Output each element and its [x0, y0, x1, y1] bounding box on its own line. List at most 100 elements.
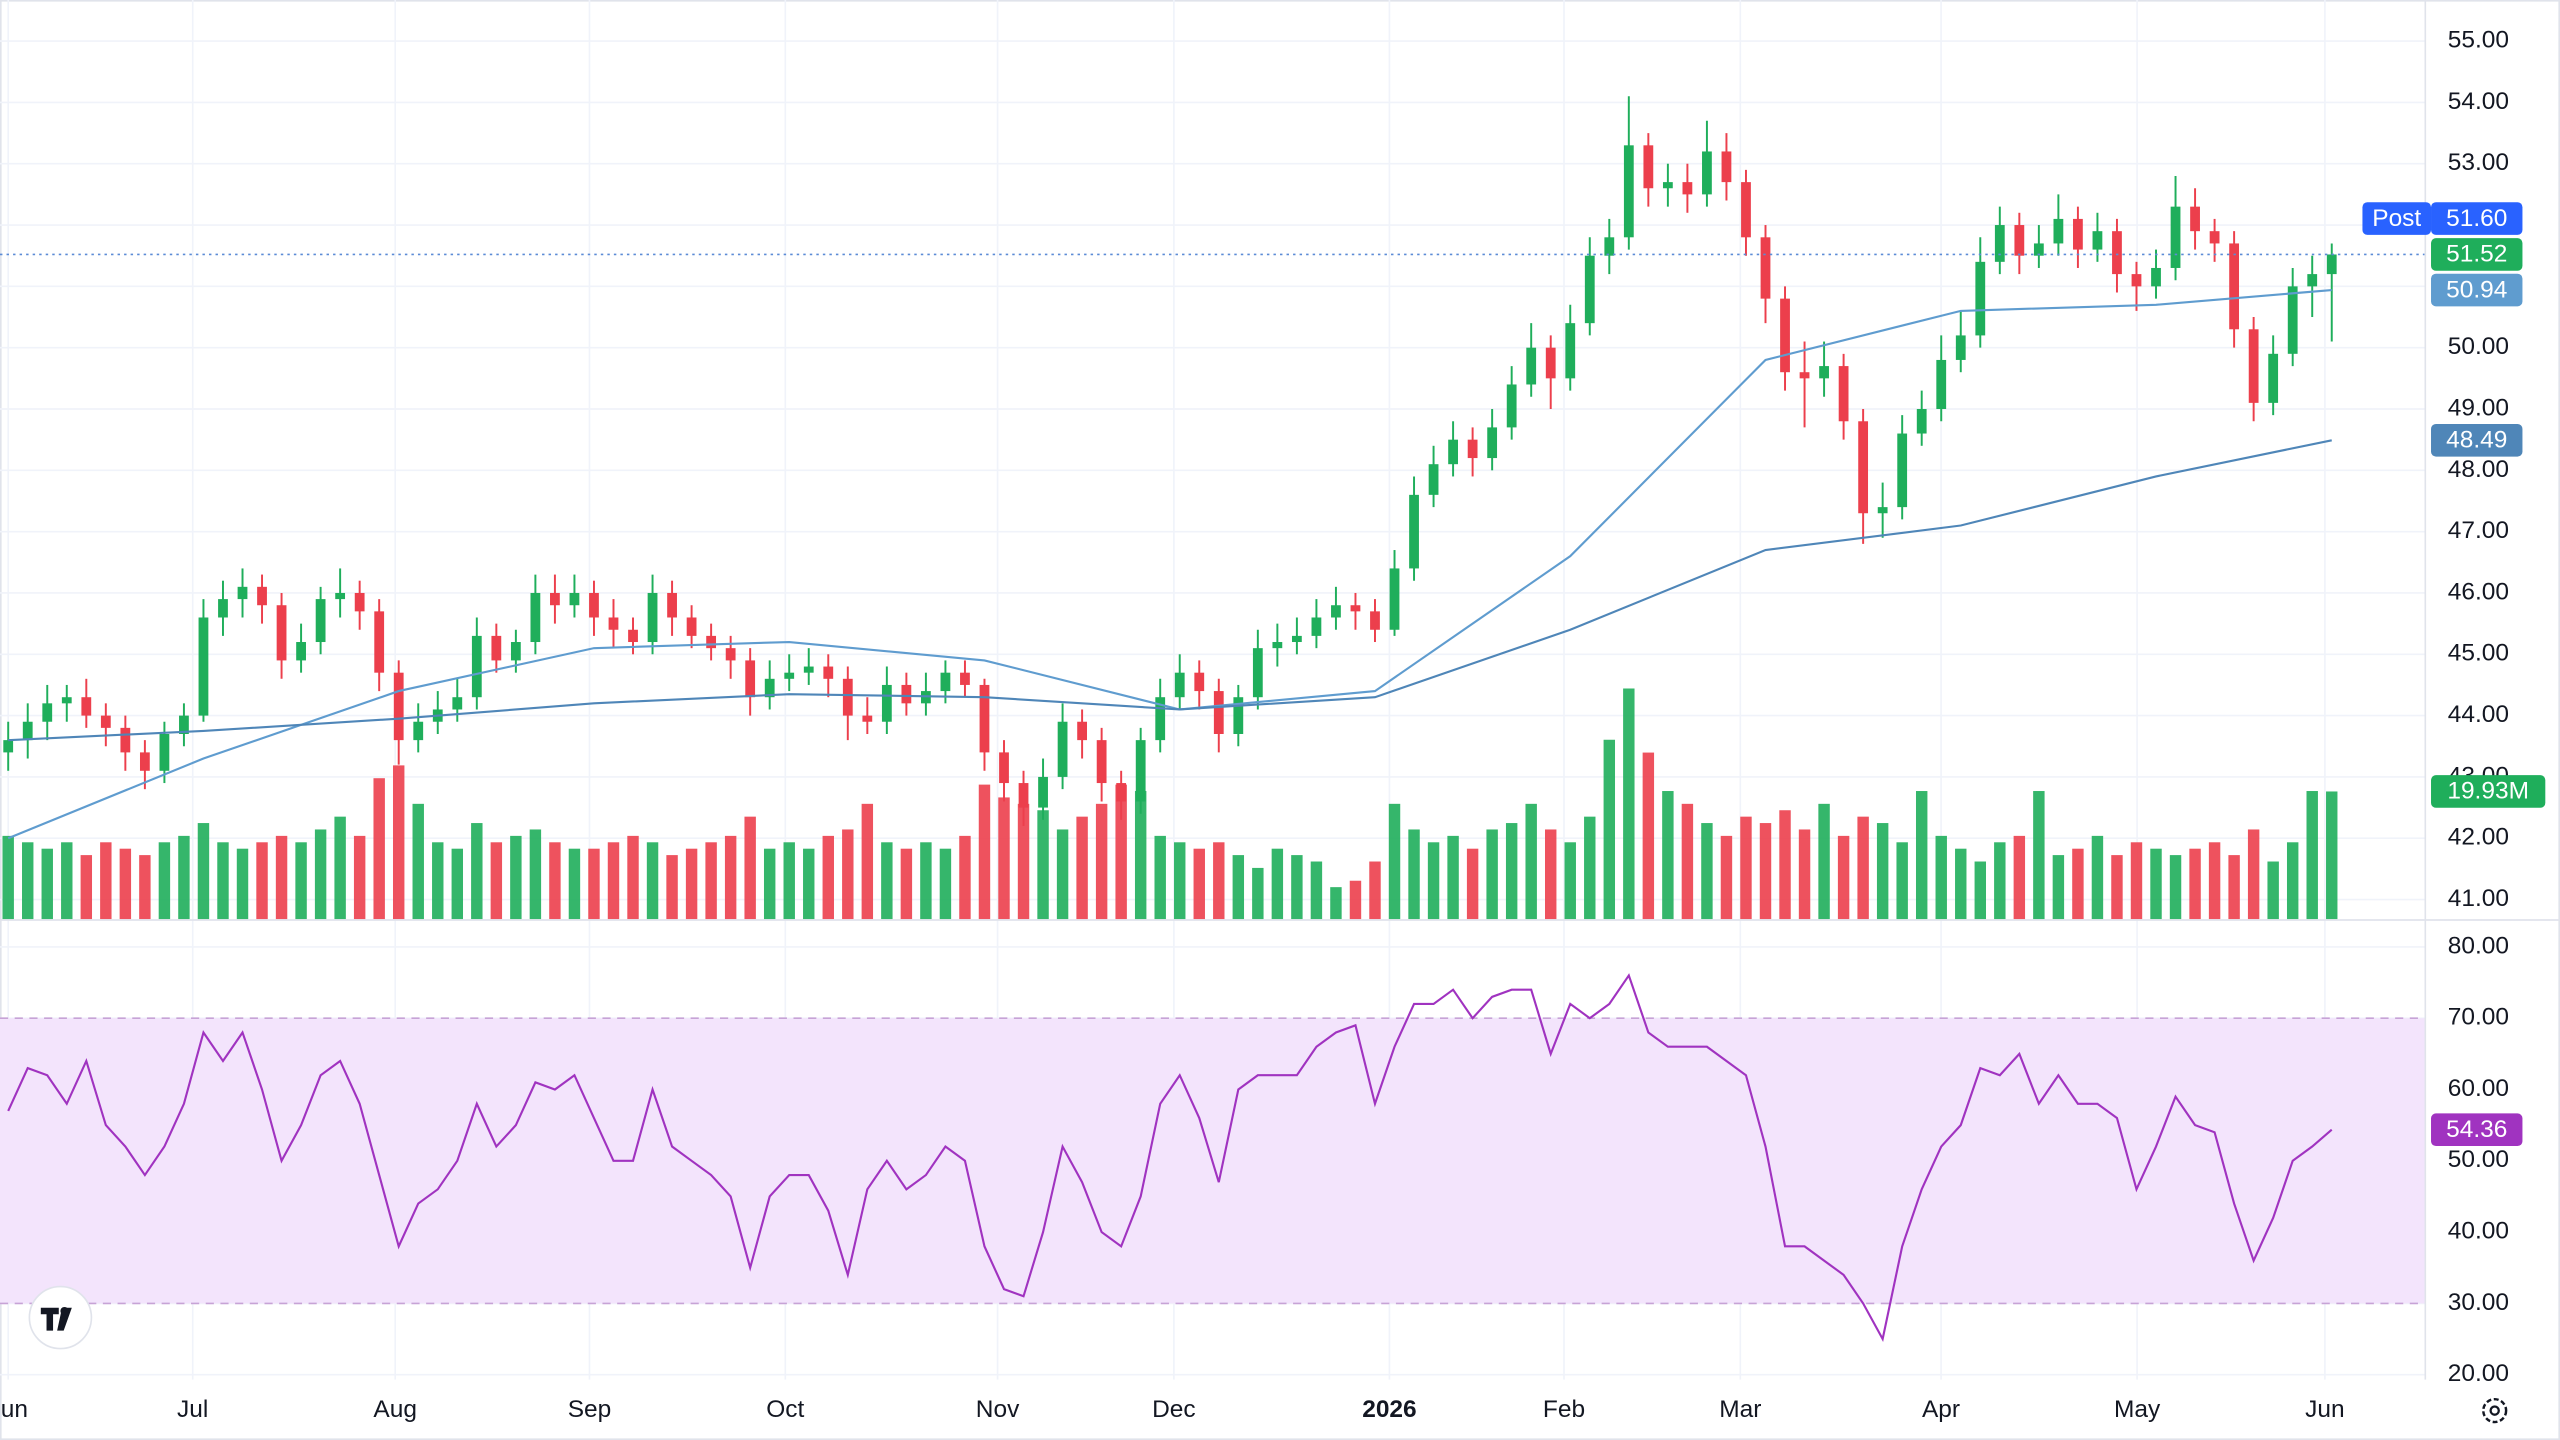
candle-body — [1291, 635, 1302, 643]
candle-body — [257, 586, 267, 606]
volume-bar — [314, 829, 327, 920]
x-tick-label: Feb — [1543, 1396, 1585, 1423]
candle-body — [2248, 329, 2259, 403]
candle-body — [1955, 335, 1966, 360]
volume-bar — [1193, 848, 1205, 920]
rsi-tick-label: 50.00 — [2448, 1146, 2509, 1173]
volume-bar — [1349, 880, 1362, 920]
volume-bar — [1447, 835, 1459, 920]
y-tick-label: 55.00 — [2448, 27, 2509, 54]
volume-bar — [881, 842, 893, 920]
moving-average-tag-bg — [2431, 423, 2523, 457]
candle-body — [42, 703, 53, 722]
post-label-bg — [2362, 202, 2432, 235]
candle-body — [491, 635, 502, 661]
candle-body — [1799, 372, 1810, 379]
candle-body — [2112, 231, 2122, 275]
candle-body — [1858, 421, 1869, 514]
candle-body — [589, 592, 599, 618]
candle-body — [1623, 145, 1634, 238]
volume-tag: 19.93M — [2447, 778, 2529, 805]
volume-bar — [1408, 829, 1420, 920]
candle-body — [550, 592, 560, 606]
candle-body — [1994, 225, 2005, 262]
candle-body — [881, 684, 892, 722]
rsi-tick-label: 60.00 — [2448, 1075, 2509, 1102]
volume-bar — [1369, 861, 1381, 920]
volume-bar — [1623, 688, 1635, 920]
volume-bar — [2208, 842, 2221, 920]
settings-gear[interactable] — [2482, 1397, 2508, 1424]
volume-bar — [119, 848, 132, 920]
volume-bar — [2013, 835, 2026, 920]
candle-body — [315, 599, 326, 643]
candle-body — [1838, 366, 1849, 422]
candle-body — [647, 592, 658, 643]
volume-bar — [1115, 784, 1127, 920]
settings-button[interactable] — [2482, 1397, 2508, 1424]
y-tick-label: 54.00 — [2448, 88, 2509, 115]
candle-body — [81, 697, 92, 716]
candle-body — [393, 672, 404, 741]
x-tick-label: Sep — [568, 1396, 612, 1423]
x-tick-label: Jun — [0, 1396, 28, 1423]
candle-body — [1584, 255, 1595, 324]
candle-body — [1565, 323, 1576, 379]
candle-body — [1702, 151, 1712, 195]
volume-bar — [1740, 816, 1752, 920]
candle-body — [2209, 231, 2220, 244]
volume-bar — [763, 848, 776, 920]
moving-average-tag-bg — [2431, 273, 2523, 307]
volume-bar — [2033, 791, 2045, 920]
candle-body — [413, 721, 424, 741]
rsi-line — [7, 973, 2333, 1343]
candle-body — [2287, 286, 2298, 354]
candle-body — [2073, 218, 2083, 250]
candle-body — [1604, 237, 1615, 256]
candle-body — [1272, 642, 1283, 649]
y-tick-label: 46.00 — [2448, 578, 2509, 605]
volume-bar — [1076, 816, 1088, 920]
candle-body — [1155, 697, 1166, 741]
candle-body — [1448, 439, 1458, 465]
candle-body — [510, 642, 521, 661]
volume-bar — [1525, 803, 1537, 920]
candle-body — [1096, 740, 1107, 784]
moving-average-tag: 48.49 — [2446, 427, 2507, 454]
moving-average-tag: 50.94 — [2446, 276, 2507, 303]
volume-bar — [373, 778, 385, 920]
y-tick-label: 53.00 — [2448, 149, 2509, 176]
volume-bar — [1056, 829, 1069, 920]
candle-body — [2151, 267, 2161, 287]
volume-bar — [1603, 739, 1616, 920]
volume-bar — [1017, 803, 1030, 920]
x-tick-label: Jun — [2305, 1396, 2344, 1423]
candle-body — [686, 617, 697, 636]
candle-body — [1057, 721, 1068, 777]
candle-body — [120, 727, 131, 753]
candle-body — [2268, 353, 2279, 403]
post-label: Post — [2372, 205, 2421, 232]
volume-bar — [2111, 855, 2123, 920]
volume-bar — [2169, 855, 2182, 920]
candle-body — [1741, 182, 1751, 238]
volume-bar — [2072, 848, 2084, 920]
volume-bar — [1896, 842, 1908, 920]
volume-bar — [275, 835, 288, 920]
candle-body — [862, 715, 873, 722]
candle-body — [530, 592, 541, 643]
volume-bar — [1564, 842, 1576, 920]
candle-body — [1897, 433, 1908, 508]
logo-dot — [60, 1306, 69, 1316]
y-tick-label: 42.00 — [2448, 824, 2509, 851]
candle-body — [471, 635, 482, 698]
volume-bar — [900, 848, 913, 920]
volume-bar — [1310, 861, 1323, 920]
candle-body — [237, 586, 248, 600]
volume-bar — [61, 842, 73, 920]
volume-bar — [256, 842, 268, 920]
volume-bar — [1505, 823, 1518, 920]
logo[interactable] — [28, 1285, 93, 1350]
candle-body — [100, 715, 111, 728]
volume-bar — [41, 848, 53, 920]
